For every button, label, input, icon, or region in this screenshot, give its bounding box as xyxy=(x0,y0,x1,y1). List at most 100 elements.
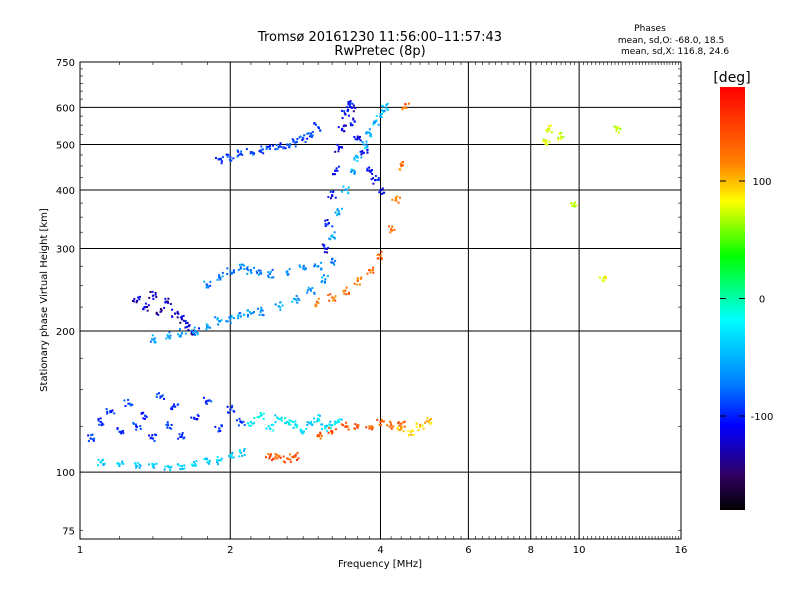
data-point xyxy=(259,310,262,313)
y-tick-label: 75 xyxy=(62,527,75,538)
data-point xyxy=(282,455,285,458)
y-tick-label: 400 xyxy=(56,186,75,197)
data-point xyxy=(267,425,270,428)
data-point xyxy=(320,268,323,271)
data-point xyxy=(106,410,109,413)
data-point xyxy=(219,157,222,160)
data-point xyxy=(99,420,102,424)
data-point xyxy=(239,420,242,423)
data-point xyxy=(419,423,422,426)
data-point xyxy=(317,297,320,300)
data-point xyxy=(170,427,173,430)
data-point xyxy=(380,256,383,259)
data-point xyxy=(380,250,383,253)
data-point xyxy=(285,270,288,273)
data-point xyxy=(317,126,320,129)
data-point xyxy=(208,462,211,465)
data-point xyxy=(334,420,337,423)
data-point xyxy=(353,157,356,160)
data-point xyxy=(207,399,210,402)
data-point xyxy=(243,454,246,457)
data-point xyxy=(340,423,343,426)
data-point xyxy=(399,162,402,165)
data-point xyxy=(100,424,103,427)
data-point xyxy=(177,333,180,336)
data-point xyxy=(343,130,346,133)
data-point xyxy=(375,120,378,123)
data-point xyxy=(398,168,401,171)
data-point xyxy=(153,339,156,342)
data-point xyxy=(229,270,232,273)
data-point xyxy=(331,296,334,299)
data-point xyxy=(249,420,253,424)
data-point xyxy=(569,202,572,205)
data-point xyxy=(217,430,220,433)
data-point xyxy=(97,458,100,461)
data-point xyxy=(328,423,331,426)
data-point xyxy=(313,292,316,295)
data-point xyxy=(259,269,262,272)
data-point xyxy=(315,420,318,423)
data-point xyxy=(209,280,212,283)
data-point xyxy=(240,421,243,424)
data-point xyxy=(118,463,121,466)
data-point xyxy=(122,432,125,435)
data-point xyxy=(382,191,385,194)
y-tick-label: 200 xyxy=(56,327,75,338)
data-point xyxy=(334,173,337,176)
data-point xyxy=(228,316,231,319)
data-point xyxy=(383,109,386,112)
data-point xyxy=(369,171,372,174)
data-point xyxy=(354,107,357,110)
data-point xyxy=(219,276,222,279)
data-point xyxy=(287,145,290,148)
data-point xyxy=(260,272,263,275)
data-point xyxy=(389,420,392,423)
data-point xyxy=(405,106,408,109)
data-point xyxy=(152,466,155,469)
data-point xyxy=(256,416,259,419)
data-point xyxy=(306,137,309,140)
data-point xyxy=(377,177,380,180)
data-point xyxy=(248,311,251,314)
data-point xyxy=(328,426,331,429)
data-point xyxy=(379,420,382,424)
data-point xyxy=(334,196,337,199)
data-point xyxy=(134,423,137,426)
data-point xyxy=(268,457,271,460)
data-point xyxy=(220,424,223,427)
data-point xyxy=(390,426,393,429)
data-point xyxy=(294,455,297,458)
data-point xyxy=(317,413,320,416)
data-point xyxy=(326,430,329,433)
data-point xyxy=(542,138,545,141)
data-point xyxy=(129,403,132,406)
data-point xyxy=(368,169,371,172)
data-point xyxy=(314,305,317,308)
data-point xyxy=(242,264,245,267)
data-point xyxy=(327,246,330,249)
data-point xyxy=(198,327,201,330)
data-point xyxy=(327,195,330,198)
data-point xyxy=(268,144,271,147)
data-point xyxy=(294,298,297,301)
data-point xyxy=(192,331,195,334)
data-point xyxy=(400,164,403,167)
data-point xyxy=(547,125,550,128)
data-point xyxy=(345,421,348,424)
data-point xyxy=(151,290,154,293)
data-point xyxy=(289,461,292,464)
data-point xyxy=(182,314,185,317)
data-point xyxy=(265,427,268,430)
data-point xyxy=(230,456,233,459)
data-point xyxy=(163,306,166,309)
data-point xyxy=(351,102,354,105)
data-point xyxy=(190,330,193,333)
data-point xyxy=(329,238,332,241)
data-point xyxy=(331,261,334,264)
data-point xyxy=(333,297,336,300)
data-point xyxy=(331,225,334,228)
data-point xyxy=(169,465,172,468)
data-point xyxy=(351,106,354,109)
data-point xyxy=(226,405,229,408)
